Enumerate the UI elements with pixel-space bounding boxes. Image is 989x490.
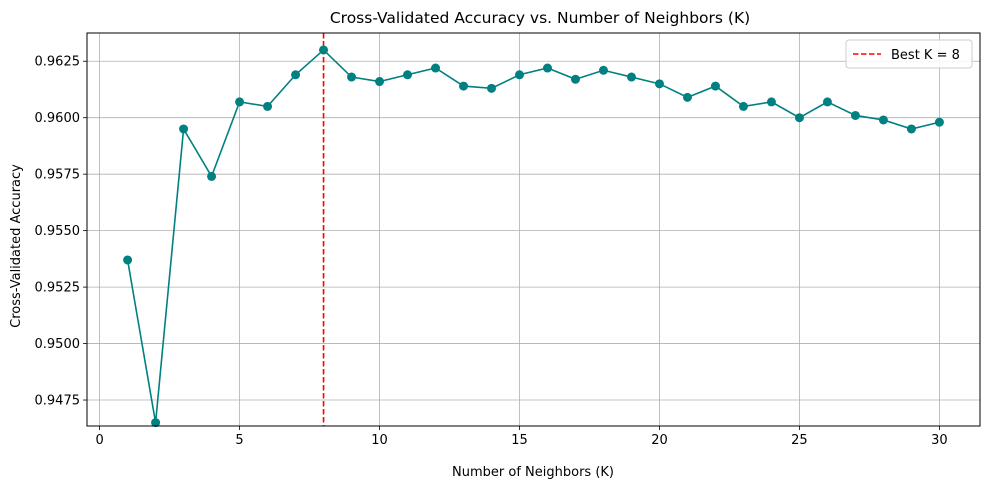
grid-lines	[87, 33, 980, 426]
data-point	[291, 70, 301, 80]
series-group	[123, 45, 944, 428]
data-point	[850, 110, 860, 120]
y-axis: 0.9475 0.9500 0.9525 0.9550 0.9575 0.9600 0.96…	[35, 55, 87, 409]
x-tick-label: 0	[95, 433, 103, 448]
x-tick-label: 5	[235, 433, 243, 448]
data-point	[263, 101, 273, 111]
y-tick-label: 0.9500	[35, 337, 81, 352]
data-point	[123, 255, 133, 265]
data-point	[682, 92, 692, 102]
y-tick-label: 0.9550	[35, 224, 81, 239]
data-point	[626, 72, 636, 82]
data-point	[515, 70, 525, 80]
data-point	[766, 97, 776, 107]
legend-box	[845, 39, 973, 69]
x-axis-label: Number of Neighbors (K)	[452, 465, 614, 480]
data-point	[570, 74, 580, 84]
data-point	[878, 115, 888, 125]
data-point	[403, 70, 413, 80]
x-tick-label: 15	[511, 433, 528, 448]
y-tick-label: 0.9525	[35, 281, 81, 296]
legend: Best K = 8	[845, 39, 973, 69]
data-point	[487, 83, 497, 93]
x-tick-label: 20	[651, 433, 668, 448]
data-point	[542, 63, 552, 73]
x-tick-label: 30	[931, 433, 948, 448]
data-point	[934, 117, 944, 127]
data-point	[710, 81, 720, 91]
y-axis-label: Cross-Validated Accuracy	[9, 164, 24, 328]
data-point	[431, 63, 441, 73]
data-point	[375, 77, 385, 87]
legend-label-best-k: Best K = 8	[891, 48, 960, 63]
data-point	[459, 81, 469, 91]
y-tick-label: 0.9625	[35, 55, 81, 70]
data-point	[906, 124, 916, 134]
data-point	[822, 97, 832, 107]
x-axis: 0 5 10 15 20 25 30	[95, 426, 948, 448]
chart-title: Cross-Validated Accuracy vs. Number of N…	[330, 9, 750, 27]
x-tick-label: 25	[791, 433, 808, 448]
data-point	[738, 101, 748, 111]
data-point	[347, 72, 357, 82]
y-tick-label: 0.9575	[35, 168, 81, 183]
data-point	[207, 171, 217, 181]
x-tick-label: 10	[371, 433, 388, 448]
data-point	[794, 113, 804, 123]
data-point	[235, 97, 245, 107]
y-tick-label: 0.9600	[35, 111, 81, 126]
data-point	[319, 45, 329, 55]
accuracy-line	[126, 48, 940, 423]
data-point	[654, 79, 664, 89]
y-tick-label: 0.9475	[35, 394, 81, 409]
data-point	[179, 124, 189, 134]
plot-frame	[86, 32, 981, 427]
data-point	[598, 65, 608, 75]
data-point	[151, 418, 161, 428]
